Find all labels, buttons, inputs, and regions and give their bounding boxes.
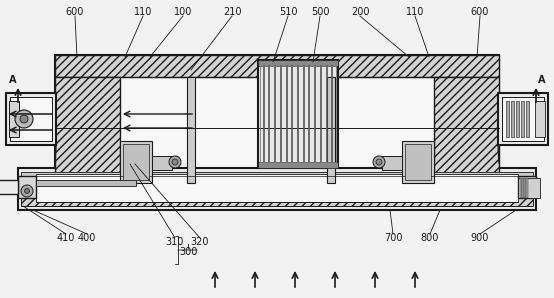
Bar — [120, 77, 434, 183]
Bar — [21, 172, 533, 178]
Bar — [55, 55, 499, 77]
Text: 210: 210 — [223, 7, 241, 17]
Bar — [55, 183, 499, 203]
Text: 110: 110 — [134, 7, 152, 17]
Bar — [152, 156, 172, 170]
Bar — [521, 101, 524, 137]
Bar — [327, 77, 335, 183]
Text: 510: 510 — [279, 7, 297, 17]
Bar — [0, 180, 18, 194]
Text: 800: 800 — [421, 233, 439, 243]
Bar — [414, 166, 434, 171]
Text: 500: 500 — [311, 7, 329, 17]
Text: 400: 400 — [78, 233, 96, 243]
Text: 600: 600 — [471, 7, 489, 17]
Bar — [405, 144, 431, 180]
Bar — [258, 60, 338, 66]
Bar — [55, 55, 499, 203]
Bar — [518, 178, 540, 198]
Bar — [10, 97, 52, 141]
Text: 110: 110 — [406, 7, 424, 17]
Text: 320: 320 — [191, 237, 209, 247]
Text: 300: 300 — [179, 247, 197, 257]
Text: 200: 200 — [351, 7, 370, 17]
Bar — [498, 93, 548, 145]
Text: 410: 410 — [57, 233, 75, 243]
Text: 700: 700 — [384, 233, 402, 243]
Text: 900: 900 — [471, 233, 489, 243]
Bar — [6, 93, 56, 145]
Text: A: A — [9, 75, 17, 85]
Bar — [258, 60, 338, 168]
Bar — [434, 77, 499, 183]
Bar — [516, 101, 519, 137]
Bar — [502, 97, 544, 141]
Bar — [327, 166, 335, 171]
Text: 310: 310 — [166, 237, 184, 247]
Bar — [260, 66, 336, 162]
Bar — [506, 101, 509, 137]
Circle shape — [24, 189, 29, 193]
Bar — [123, 144, 149, 180]
Bar — [535, 101, 545, 137]
Bar — [9, 101, 19, 137]
Bar — [187, 77, 195, 183]
Circle shape — [373, 156, 385, 168]
Text: 100: 100 — [174, 7, 192, 17]
Bar — [511, 101, 514, 137]
Bar — [18, 176, 36, 198]
Bar — [36, 174, 518, 202]
Bar — [21, 172, 533, 206]
Bar — [382, 156, 402, 170]
Bar — [522, 178, 524, 198]
Circle shape — [376, 159, 382, 165]
Bar — [520, 178, 522, 198]
Circle shape — [15, 110, 33, 128]
Bar — [420, 173, 428, 183]
Circle shape — [20, 115, 28, 123]
Bar — [526, 101, 529, 137]
Bar — [18, 168, 536, 210]
Bar — [258, 162, 338, 168]
Bar — [524, 178, 526, 198]
Circle shape — [172, 159, 178, 165]
Bar — [518, 176, 536, 198]
Circle shape — [169, 156, 181, 168]
Text: A: A — [538, 75, 546, 85]
Bar — [55, 77, 120, 183]
Bar — [120, 166, 140, 171]
Bar — [126, 173, 134, 183]
Bar — [120, 141, 152, 183]
Circle shape — [21, 185, 33, 197]
Bar — [526, 178, 528, 198]
Bar — [36, 180, 136, 186]
Bar — [187, 166, 195, 171]
Bar — [402, 141, 434, 183]
Text: 600: 600 — [66, 7, 84, 17]
